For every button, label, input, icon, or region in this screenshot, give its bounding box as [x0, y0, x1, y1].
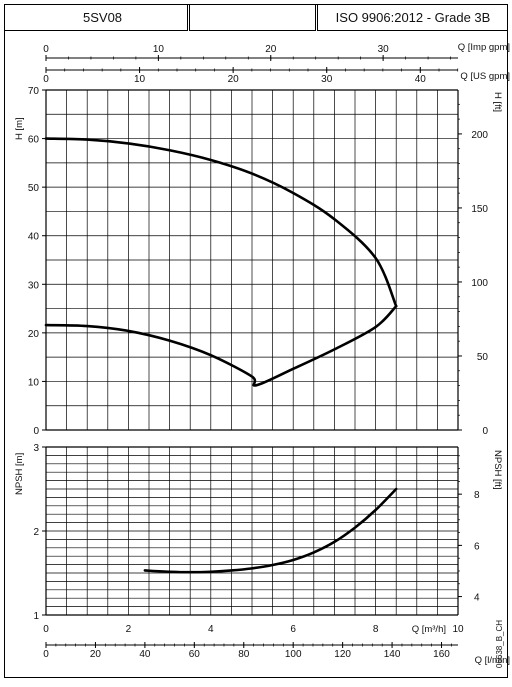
- us-gpm-tick-label: 20: [228, 74, 240, 85]
- q-m3h-tick-label: 0: [43, 624, 49, 635]
- head-m-tick-label: 70: [28, 86, 40, 97]
- head-ft-tick-label: 200: [471, 130, 488, 141]
- l-min-tick-label: 40: [139, 649, 151, 660]
- l-min-tick-label: 0: [43, 649, 49, 660]
- head-m-tick-label: 40: [28, 232, 40, 243]
- npsh-chart: 0 2 4 6 8 10 Q [m³/h] 0 20 40 60 80 100 120 140 160 Q [l…: [14, 443, 510, 666]
- l-min-tick-label: 140: [384, 649, 401, 660]
- l-min-axis-label: Q [l/min]: [475, 655, 510, 666]
- head-ft-tick-label: 50: [477, 352, 489, 363]
- head-ft-tick-label: 150: [471, 204, 488, 215]
- us-gpm-tick-label: 0: [43, 74, 49, 85]
- head-m-tick-label: 20: [28, 329, 40, 340]
- us-gpm-tick-label: 10: [134, 74, 146, 85]
- l-min-tick-label: 20: [90, 649, 102, 660]
- imp-gpm-tick-label: 20: [265, 44, 277, 55]
- imp-gpm-axis-label: Q [Imp gpm]: [458, 42, 510, 53]
- npsh-ft-tick-label: 6: [474, 541, 480, 552]
- outer-frame: [4, 4, 508, 678]
- q-m3h-tick-label: 6: [290, 624, 296, 635]
- us-gpm-tick-label: 30: [321, 74, 333, 85]
- l-min-tick-label: 100: [285, 649, 302, 660]
- head-ft-tick-label: 0: [482, 426, 488, 437]
- head-ft-tick-label: 100: [471, 278, 488, 289]
- head-m-axis-label: H [m]: [14, 117, 25, 140]
- q-m3h-tick-label: 2: [126, 624, 132, 635]
- header-standard: ISO 9906:2012 - Grade 3B: [336, 10, 491, 25]
- head-m-tick-label: 50: [28, 183, 40, 194]
- l-min-tick-label: 80: [238, 649, 250, 660]
- head-m-tick-label: 60: [28, 135, 40, 146]
- header-model-box: [4, 4, 188, 31]
- npsh-m-tick-label: 3: [33, 443, 39, 454]
- npsh-ft-tick-label: 4: [474, 593, 480, 604]
- q-m3h-tick-label: 8: [373, 624, 379, 635]
- head-m-tick-label: 10: [28, 377, 40, 388]
- l-min-tick-label: 120: [334, 649, 351, 660]
- imp-gpm-tick-label: 10: [153, 44, 165, 55]
- imp-gpm-tick-label: 0: [43, 44, 49, 55]
- l-min-tick-label: 60: [189, 649, 201, 660]
- header-model: 5SV08: [83, 10, 122, 25]
- npsh-m-tick-label: 1: [33, 611, 39, 622]
- head-m-tick-label: 0: [33, 426, 39, 437]
- npsh-ft-tick-label: 8: [474, 490, 480, 501]
- l-min-tick-label: 160: [433, 649, 450, 660]
- lower-curve: [44, 304, 398, 387]
- us-gpm-tick-label: 40: [415, 74, 427, 85]
- npsh-m-axis-label: NPSH [m]: [14, 453, 25, 495]
- npsh-curve: [143, 487, 398, 574]
- head-curve: [44, 137, 398, 308]
- corner-code: 06638_B_CH: [495, 620, 504, 668]
- imp-gpm-tick-label: 30: [378, 44, 390, 55]
- head-m-tick-label: 30: [28, 280, 40, 291]
- us-gpm-axis-label: Q [US gpm]: [460, 71, 510, 82]
- head-chart: 0 10 20 30 Q [Imp gpm] 0 10 20 30 40 Q [US gpm] 0 10…: [14, 42, 510, 437]
- q-m3h-axis-label: Q [m³/h]: [412, 624, 446, 635]
- q-m3h-tick-label: 10: [452, 624, 464, 635]
- q-m3h-tick-label: 4: [208, 624, 214, 635]
- head-ft-axis-label: H [ft]: [492, 92, 503, 112]
- npsh-m-tick-label: 2: [33, 527, 39, 538]
- header-standard-box: [317, 4, 508, 31]
- npsh-ft-axis-label: NPSH [ft]: [492, 450, 503, 490]
- header-blank-box: [189, 4, 316, 31]
